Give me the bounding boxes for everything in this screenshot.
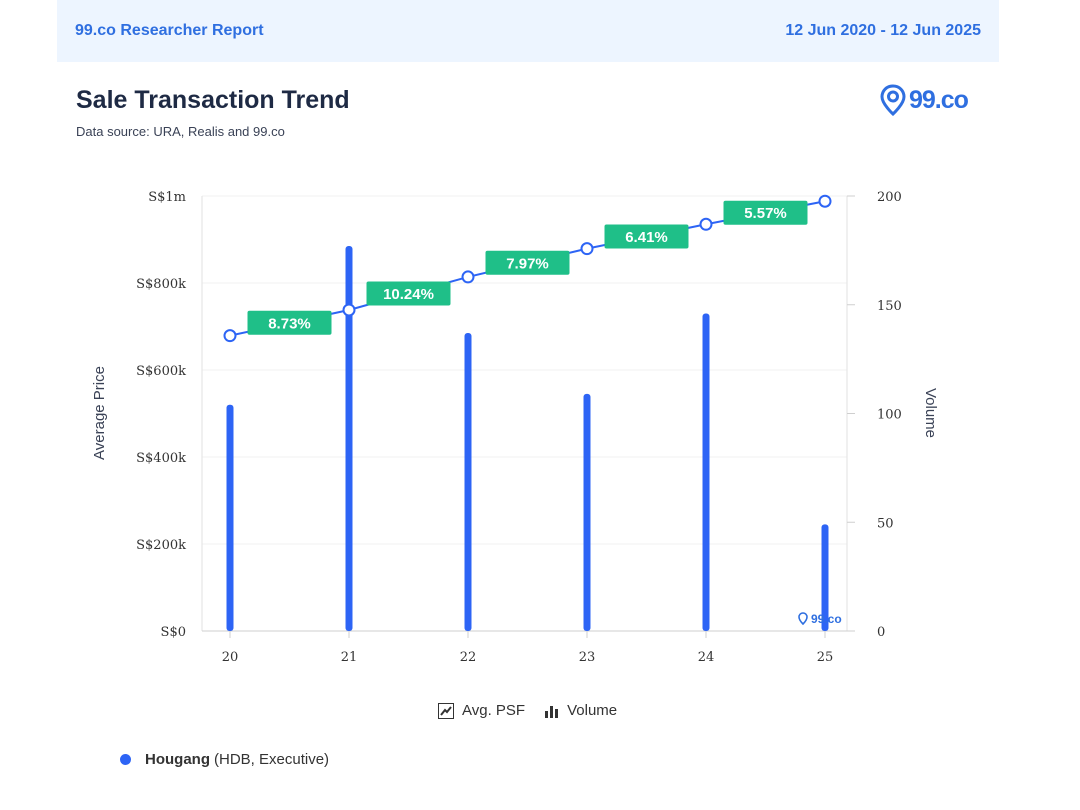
legend-label-avg-psf: Avg. PSF	[462, 702, 526, 719]
y-tick-label: S$800k	[136, 277, 186, 292]
avg-psf-point	[223, 329, 237, 343]
x-tick-label: 20	[222, 650, 239, 665]
y2-tick-label: 0	[877, 625, 885, 640]
watermark-logo: 99.co	[798, 612, 842, 626]
legend-item-volume[interactable]: Volume	[543, 702, 617, 719]
avg-psf-point	[342, 303, 356, 317]
x-tick-label: 21	[341, 650, 358, 665]
volume-bar	[702, 313, 710, 631]
legend-item-avg-psf[interactable]: Avg. PSF	[438, 702, 525, 719]
y-tick-label: S$1m	[148, 190, 186, 205]
change-label-box	[247, 310, 332, 335]
y-tick-label: S$400k	[136, 451, 186, 466]
date-range: 12 Jun 2020 - 12 Jun 2025	[785, 22, 981, 39]
y-tick-label: S$200k	[136, 538, 186, 553]
change-label-box	[604, 224, 689, 249]
y-axis-title: Average Price	[91, 366, 108, 460]
watermark-pin-icon	[798, 612, 808, 626]
change-label-text: 7.97%	[506, 255, 549, 272]
line-chart-icon	[438, 702, 454, 719]
change-label-box	[366, 281, 451, 306]
change-label-box	[723, 200, 808, 225]
change-label-text: 8.73%	[268, 315, 311, 332]
y2-tick-label: 50	[877, 516, 894, 531]
y2-tick-label: 150	[877, 299, 902, 314]
volume-bar	[226, 404, 234, 631]
change-label-text: 6.41%	[625, 229, 668, 246]
series-detail: (HDB, Executive)	[214, 751, 330, 768]
data-source-note: Data source: URA, Realis and 99.co	[76, 124, 285, 139]
series-dot	[120, 754, 131, 765]
volume-bar	[345, 246, 353, 631]
change-label-box	[485, 250, 570, 275]
x-tick-label: 25	[817, 650, 834, 665]
y2-tick-label: 100	[877, 408, 902, 423]
volume-bar	[583, 393, 591, 631]
watermark-text: 99.co	[811, 612, 842, 626]
series-name: Hougang	[145, 751, 210, 768]
avg-psf-point	[699, 217, 713, 231]
avg-psf-point	[580, 242, 594, 256]
y-tick-label: S$600k	[136, 364, 186, 379]
volume-bar	[821, 524, 829, 631]
avg-psf-point	[461, 270, 475, 284]
chart-title: Sale Transaction Trend	[76, 86, 350, 114]
x-tick-label: 24	[698, 650, 715, 665]
legend-label-volume: Volume	[567, 702, 618, 719]
report-title: 99.co Researcher Report	[75, 22, 264, 39]
change-label-text: 5.57%	[744, 205, 787, 222]
y-tick-label: S$0	[161, 625, 186, 640]
change-label-text: 10.24%	[383, 286, 434, 303]
x-tick-label: 23	[579, 650, 596, 665]
map-pin-icon	[880, 84, 906, 116]
brand-logo: 99.co	[880, 84, 969, 116]
logo-text: 99.co	[909, 85, 969, 114]
y2-tick-label: 200	[877, 190, 902, 205]
y2-axis-title: Volume	[922, 388, 939, 438]
bar-chart-icon	[545, 705, 559, 718]
x-tick-label: 22	[460, 650, 477, 665]
report-header-banner: 99.co Researcher Report 12 Jun 2020 - 12…	[57, 0, 999, 62]
sale-transaction-chart: S$0 S$200k S$400k S$600k S$800k S$1m 0 50 100 150…	[91, 190, 939, 665]
chart-legend: Avg. PSF Volume	[438, 702, 635, 719]
volume-bar	[464, 333, 472, 631]
series-key: Hougang (HDB, Executive)	[120, 751, 329, 768]
avg-psf-point	[818, 194, 832, 208]
